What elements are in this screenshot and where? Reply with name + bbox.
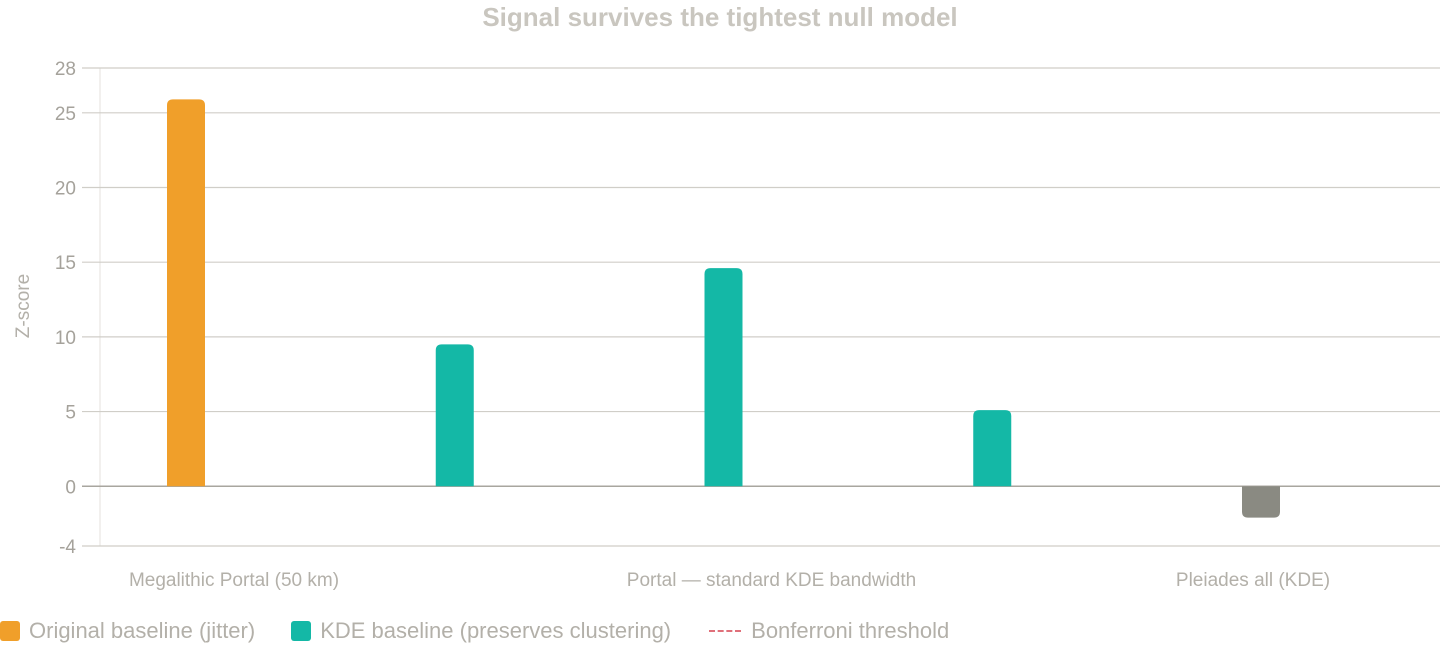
legend-swatch-kde	[291, 621, 312, 641]
y-tick-label: 5	[65, 403, 76, 424]
y-tick-label: -4	[59, 537, 76, 558]
x-tick-label: Portal — standard KDE bandwidth	[627, 570, 916, 591]
x-tick-label: Pleiades all (KDE)	[1176, 570, 1330, 591]
bar-kde[interactable]	[704, 268, 743, 487]
legend: Original baseline (jitter) KDE baseline …	[0, 616, 985, 646]
legend-label-original: Original baseline (jitter)	[29, 618, 256, 643]
y-tick-label: 20	[55, 179, 76, 200]
bar-kde[interactable]	[435, 344, 474, 487]
y-tick-label: 0	[65, 477, 76, 498]
y-tick-label: 25	[55, 104, 76, 125]
bar-original[interactable]	[167, 99, 205, 487]
legend-item-bonferroni[interactable]: Bonferroni threshold	[707, 618, 949, 644]
bars	[167, 99, 1280, 518]
y-tick-label: 28	[55, 59, 76, 80]
x-tick-labels: Megalithic Portal (50 km) Portal — standa…	[129, 570, 1330, 591]
y-tick-labels: -4 0 5 10 15 20 25 28	[55, 59, 77, 558]
y-tick-label: 10	[55, 328, 76, 349]
gridlines	[82, 67, 1440, 547]
chart: Signal survives the tightest null model …	[13, 2, 1440, 591]
legend-label-kde: KDE baseline (preserves clustering)	[320, 618, 672, 643]
y-tick-label: 15	[55, 253, 76, 274]
y-axis-label: Z-score	[13, 274, 34, 338]
bar-kde[interactable]	[973, 410, 1012, 487]
legend-item-original[interactable]: Original baseline (jitter)	[0, 618, 255, 644]
bar-negative[interactable]	[1242, 486, 1280, 518]
legend-swatch-original	[0, 621, 20, 641]
x-tick-label: Megalithic Portal (50 km)	[129, 570, 339, 591]
legend-dash-bonferroni	[709, 630, 742, 632]
chart-title: Signal survives the tightest null model	[482, 2, 957, 32]
legend-item-kde[interactable]: KDE baseline (preserves clustering)	[291, 618, 671, 644]
legend-label-bonferroni: Bonferroni threshold	[751, 618, 950, 643]
